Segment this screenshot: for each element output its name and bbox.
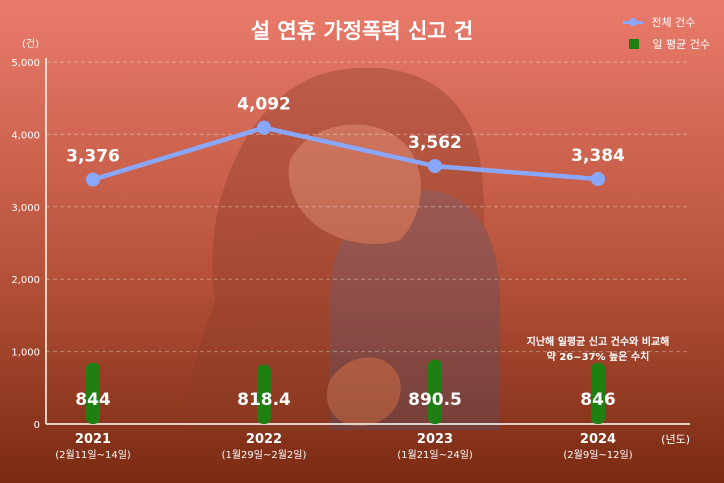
x-tick-label: 2021 <box>75 432 111 447</box>
legend-line-marker <box>623 17 644 26</box>
x-tick-label: 2023 <box>417 432 453 447</box>
legend-label-total: 전체 건수 <box>651 16 696 29</box>
legend-label-daily: 일 평균 건수 <box>652 38 710 51</box>
bar-value-label: 818.4 <box>237 390 291 410</box>
line-point <box>257 120 271 135</box>
bar <box>257 364 271 424</box>
bar <box>428 359 442 424</box>
line-value-label: 3,562 <box>408 133 462 153</box>
legend-bar-marker <box>629 39 640 49</box>
bar-value-label: 844 <box>75 390 111 410</box>
y-tick-label: 3,000 <box>11 203 40 214</box>
y-axis-unit: (건) <box>22 38 39 50</box>
x-tick-label: 2024 <box>580 432 616 447</box>
axes: 0 1,000 2,000 3,000 4,000 5,000 2021 (2월11일~14일… <box>11 58 690 461</box>
line-point <box>428 159 442 174</box>
x-axis-unit: (년도) <box>661 433 690 446</box>
x-tick-sublabel: (1월29일~2월2일) <box>222 449 307 461</box>
y-tick-label: 4,000 <box>11 130 40 141</box>
bar <box>86 362 100 424</box>
bar-series <box>86 359 605 424</box>
annotation-line-1: 지난해 일평균 신고 건수와 비교해 <box>527 335 670 348</box>
bar <box>591 362 605 424</box>
legend-item-total: 전체 건수 <box>623 14 710 30</box>
bar-value-label: 890.5 <box>408 390 462 410</box>
y-tick-label: 1,000 <box>11 348 40 359</box>
legend: 전체 건수 일 평균 건수 <box>623 14 710 58</box>
legend-item-daily: 일 평균 건수 <box>623 36 710 52</box>
x-tick-sublabel: (2월11일~14일) <box>55 449 131 461</box>
line-value-label: 3,384 <box>571 146 625 166</box>
line-point <box>86 172 100 187</box>
x-tick-sublabel: (1월21일~24일) <box>397 449 473 461</box>
bar-value-label: 846 <box>580 390 616 410</box>
line-value-label: 3,376 <box>66 147 120 167</box>
annotation-line-2: 약 26~37% 높은 수치 <box>547 350 650 363</box>
line-value-label: 4,092 <box>237 95 291 115</box>
grid-lines <box>46 61 690 353</box>
y-tick-label: 5,000 <box>11 58 40 69</box>
chart-title: 설 연휴 가정폭력 신고 건 <box>251 19 473 43</box>
line-series <box>86 120 605 187</box>
x-tick-sublabel: (2월9일~12일) <box>563 449 632 461</box>
x-tick-label: 2022 <box>246 432 282 447</box>
data-labels: 844 818.4 890.5 846 3,376 4,092 3,562 3,384 <box>66 95 625 410</box>
y-tick-label: 2,000 <box>11 275 40 286</box>
line-path <box>92 125 599 182</box>
line-point <box>591 171 605 186</box>
y-tick-label: 0 <box>34 420 40 431</box>
